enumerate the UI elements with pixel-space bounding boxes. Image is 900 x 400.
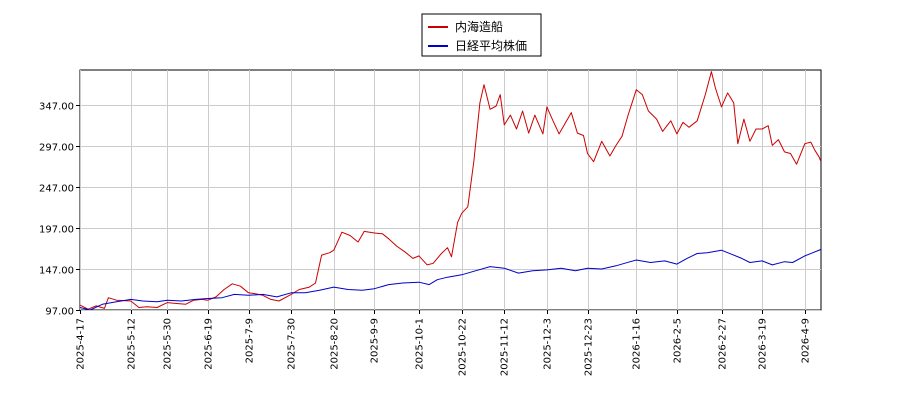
x-tick-label: 2025-6-19 [204,318,215,370]
x-tick-label: 2025-8-20 [330,318,341,370]
x-tick-label: 2025-12-3 [543,318,554,370]
x-tick-label: 2026-3-19 [758,318,769,370]
y-tick-label: 297.00 [39,143,74,154]
x-tick-label: 2026-2-27 [718,318,729,370]
y-axis: 97.00 147.00 197.00 247.00 297.00 347.00 [39,102,80,318]
y-tick-label: 147.00 [39,266,74,277]
series-line-0 [80,71,821,310]
y-tick-label: 97.00 [45,307,74,318]
series-line-1 [80,248,821,310]
x-tick-label: 2025-11-12 [500,318,511,376]
x-tick-label: 2025-7-30 [287,318,298,370]
x-tick-label: 2025-12-23 [584,318,595,376]
x-tick-label: 2026-4-9 [801,318,812,363]
legend-label-0: 内海造船 [455,19,503,34]
series-lines [80,71,821,310]
grid [80,70,821,311]
x-tick-label: 2025-7-9 [245,318,256,363]
y-tick-label: 197.00 [39,225,74,236]
y-tick-label: 347.00 [39,102,74,113]
legend-box [421,13,542,57]
x-tick-label: 2025-4-17 [76,318,87,370]
legend: 内海造船 日経平均株価 [421,13,542,57]
y-tick-label: 247.00 [39,184,74,195]
x-tick-label: 2025-5-30 [163,318,174,370]
x-tick-label: 2025-5-12 [127,318,138,370]
x-tick-label: 2026-1-16 [632,318,643,370]
legend-label-1: 日経平均株価 [455,38,527,53]
x-tick-label: 2025-10-22 [458,318,469,376]
x-tick-label: 2025-9-9 [370,318,381,363]
x-tick-label: 2026-2-5 [673,318,684,363]
x-tick-label: 2025-10-1 [415,318,426,370]
x-axis: 2025-4-17 2025-5-12 2025-5-30 2025-6-19 2025… [76,310,812,376]
